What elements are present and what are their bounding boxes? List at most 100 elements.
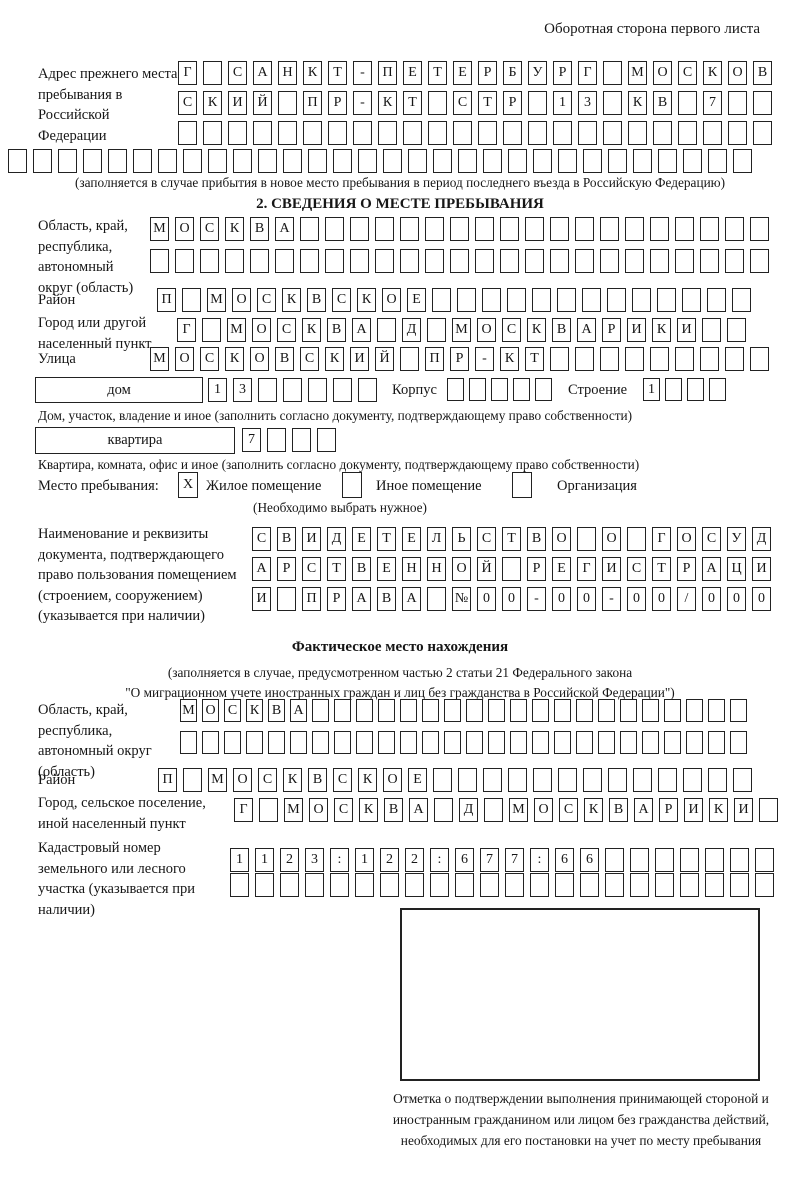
char-box[interactable] (317, 428, 336, 452)
char-box[interactable] (378, 731, 395, 754)
char-box[interactable]: Т (478, 91, 497, 115)
char-box[interactable] (259, 798, 278, 822)
char-box[interactable] (377, 318, 396, 342)
char-box[interactable] (491, 378, 508, 401)
char-box[interactable] (500, 249, 519, 273)
char-box[interactable]: В (277, 527, 296, 551)
char-box[interactable]: В (609, 798, 628, 822)
char-box[interactable] (230, 873, 249, 897)
char-box[interactable]: 1 (208, 378, 227, 402)
char-box[interactable]: 7 (242, 428, 261, 452)
char-box[interactable]: 7 (480, 848, 499, 872)
char-box[interactable]: 0 (702, 587, 721, 611)
char-box[interactable]: К (303, 61, 322, 85)
char-box[interactable] (665, 378, 682, 401)
char-box[interactable] (425, 217, 444, 241)
char-box[interactable]: 6 (455, 848, 474, 872)
char-box[interactable]: П (303, 91, 322, 115)
char-box[interactable] (733, 149, 752, 173)
char-box[interactable] (753, 121, 772, 145)
char-box[interactable] (532, 288, 551, 312)
char-box[interactable] (575, 347, 594, 371)
char-box[interactable] (250, 249, 269, 273)
char-box[interactable] (484, 798, 503, 822)
char-box[interactable] (334, 731, 351, 754)
char-box[interactable] (708, 699, 725, 722)
char-box[interactable] (425, 249, 444, 273)
char-box[interactable] (528, 121, 547, 145)
char-box[interactable]: К (283, 768, 302, 792)
char-box[interactable]: О (677, 527, 696, 551)
char-box[interactable] (700, 347, 719, 371)
char-box[interactable] (408, 149, 427, 173)
char-box[interactable]: О (552, 527, 571, 551)
char-box[interactable] (653, 121, 672, 145)
char-box[interactable] (482, 288, 501, 312)
char-box[interactable] (203, 121, 222, 145)
char-box[interactable]: М (509, 798, 528, 822)
char-box[interactable] (400, 699, 417, 722)
char-box[interactable]: Р (328, 91, 347, 115)
char-box[interactable]: С (224, 699, 241, 722)
char-box[interactable] (333, 378, 352, 402)
char-box[interactable] (353, 121, 372, 145)
char-box[interactable] (603, 91, 622, 115)
char-box[interactable] (280, 873, 299, 897)
char-box[interactable] (350, 217, 369, 241)
char-box[interactable] (500, 217, 519, 241)
char-box[interactable] (450, 249, 469, 273)
char-box[interactable] (630, 873, 649, 897)
char-box[interactable] (680, 848, 699, 872)
char-box[interactable]: - (602, 587, 621, 611)
char-box[interactable]: П (157, 288, 176, 312)
char-box[interactable] (598, 731, 615, 754)
char-box[interactable] (753, 91, 772, 115)
char-box[interactable] (466, 731, 483, 754)
char-box[interactable] (533, 149, 552, 173)
char-box[interactable] (583, 768, 602, 792)
char-box[interactable] (750, 347, 769, 371)
char-box[interactable] (300, 217, 319, 241)
char-box[interactable] (290, 731, 307, 754)
char-box[interactable]: В (308, 768, 327, 792)
char-box[interactable]: С (477, 527, 496, 551)
char-box[interactable]: 3 (578, 91, 597, 115)
char-box[interactable] (576, 699, 593, 722)
char-box[interactable]: Г (178, 61, 197, 85)
char-box[interactable]: Г (234, 798, 253, 822)
char-box[interactable]: А (702, 557, 721, 581)
char-box[interactable]: А (409, 798, 428, 822)
char-box[interactable] (700, 249, 719, 273)
char-box[interactable] (730, 731, 747, 754)
char-box[interactable]: К (500, 347, 519, 371)
char-box[interactable] (444, 731, 461, 754)
char-box[interactable]: Д (327, 527, 346, 551)
char-box[interactable]: М (150, 217, 169, 241)
char-box[interactable] (575, 249, 594, 273)
char-box[interactable] (303, 121, 322, 145)
char-box[interactable] (325, 217, 344, 241)
char-box[interactable] (358, 378, 377, 402)
char-box[interactable]: 0 (502, 587, 521, 611)
char-box[interactable] (700, 217, 719, 241)
char-box[interactable] (625, 249, 644, 273)
char-box[interactable] (33, 149, 52, 173)
char-box[interactable] (158, 149, 177, 173)
char-box[interactable] (427, 318, 446, 342)
char-box[interactable] (400, 217, 419, 241)
char-box[interactable]: : (530, 848, 549, 872)
checkbox-other-premises[interactable] (342, 472, 362, 498)
char-box[interactable] (513, 378, 530, 401)
char-box[interactable]: 0 (627, 587, 646, 611)
char-box[interactable] (258, 378, 277, 402)
checkbox-organization[interactable] (512, 472, 532, 498)
char-box[interactable]: 2 (280, 848, 299, 872)
char-box[interactable] (305, 873, 324, 897)
char-box[interactable]: Е (407, 288, 426, 312)
char-box[interactable]: А (577, 318, 596, 342)
char-box[interactable] (433, 768, 452, 792)
char-box[interactable] (725, 347, 744, 371)
char-box[interactable]: П (158, 768, 177, 792)
char-box[interactable]: Т (327, 557, 346, 581)
char-box[interactable] (203, 61, 222, 85)
